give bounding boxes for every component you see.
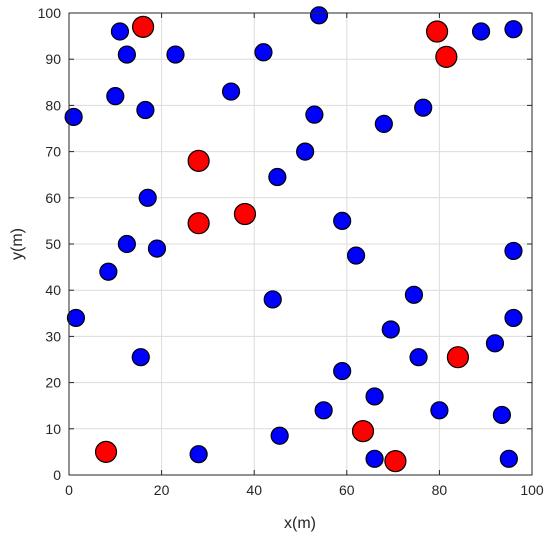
y-tick-label: 90: [45, 51, 61, 67]
red-point: [187, 212, 210, 235]
blue-point: [131, 348, 150, 367]
y-tick-label: 50: [45, 236, 61, 252]
y-tick-label: 80: [45, 97, 61, 113]
blue-point: [66, 308, 86, 328]
blue-point: [346, 246, 366, 265]
blue-point: [263, 290, 282, 309]
red-point: [94, 440, 118, 463]
blue-point: [305, 105, 324, 124]
blue-point: [296, 142, 315, 161]
blue-point: [430, 401, 449, 420]
y-tick-label: 70: [45, 144, 61, 160]
blue-point: [504, 308, 523, 328]
red-point: [425, 20, 449, 43]
blue-point: [381, 320, 400, 339]
x-tick-label: 0: [65, 482, 73, 498]
blue-point: [117, 234, 136, 254]
x-axis-label: x(m): [284, 515, 316, 532]
y-tick-label: 10: [45, 421, 61, 437]
red-point: [446, 346, 470, 369]
blue-point: [270, 426, 289, 445]
x-tick-label: 40: [246, 482, 262, 498]
blue-point: [314, 401, 333, 420]
blue-point: [64, 107, 83, 127]
blue-point: [471, 22, 491, 41]
blue-point: [485, 334, 505, 353]
red-point: [384, 450, 407, 473]
blue-point: [166, 45, 185, 64]
blue-point: [254, 43, 273, 62]
y-tick-label: 100: [38, 5, 62, 21]
blue-point: [99, 262, 118, 281]
blue-point: [221, 82, 241, 101]
x-tick-label: 80: [432, 482, 448, 498]
blue-point: [138, 188, 157, 207]
red-point: [233, 202, 257, 226]
blue-point: [365, 449, 384, 468]
x-tick-label: 20: [154, 482, 170, 498]
blue-point: [333, 211, 352, 230]
red-point: [351, 420, 375, 443]
y-tick-label: 30: [45, 328, 61, 344]
blue-point: [414, 98, 433, 117]
y-axis-label: y(m): [9, 228, 26, 260]
blue-point: [499, 449, 518, 468]
red-point: [187, 149, 210, 172]
blue-point: [189, 445, 208, 464]
blue-point: [117, 45, 136, 64]
data-points: [64, 6, 523, 473]
blue-point: [333, 361, 352, 381]
y-tick-label: 0: [53, 467, 61, 483]
x-tick-label: 100: [520, 482, 544, 498]
blue-point: [492, 405, 512, 425]
blue-point: [268, 167, 287, 187]
blue-point: [504, 20, 523, 39]
red-point: [435, 45, 458, 68]
blue-point: [110, 22, 130, 41]
blue-point: [106, 87, 125, 106]
blue-point: [136, 100, 155, 120]
x-axis-ticks: 0 20 40 60 80 100: [65, 13, 544, 498]
y-tick-label: 40: [45, 282, 61, 298]
y-tick-label: 20: [45, 375, 61, 391]
y-axis-ticks: 0 10 20 30 40 50 60 70 80 90 100: [38, 5, 532, 483]
x-tick-label: 60: [339, 482, 355, 498]
blue-point: [374, 114, 393, 133]
blue-point: [404, 285, 424, 304]
blue-point: [504, 241, 523, 261]
y-tick-label: 60: [45, 190, 61, 206]
blue-point: [409, 348, 428, 367]
blue-point: [365, 387, 384, 406]
red-point: [131, 15, 155, 38]
blue-point: [147, 239, 167, 258]
blue-point: [309, 6, 329, 25]
